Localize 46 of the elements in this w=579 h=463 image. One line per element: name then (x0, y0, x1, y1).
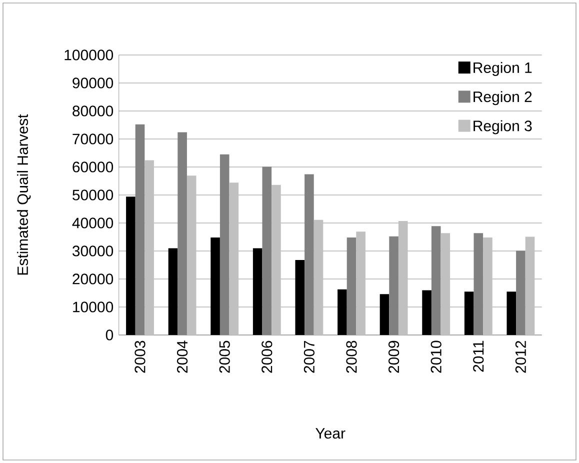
bar (525, 236, 535, 335)
bar (356, 232, 366, 335)
y-tick-label: 10000 (73, 302, 114, 312)
bar (272, 184, 281, 335)
y-tick-label: 80000 (72, 106, 114, 116)
y-tick-label: 0 (106, 330, 114, 340)
x-tick-label: 2008 (346, 340, 357, 373)
bar (398, 221, 408, 335)
bar (440, 233, 450, 335)
x-tick-label: 2011 (473, 340, 484, 372)
bar (210, 238, 220, 335)
x-tick-label: 2004 (176, 340, 188, 373)
x-tick-label: 2007 (304, 340, 315, 373)
bar (186, 176, 196, 335)
bar (144, 160, 154, 335)
bar (295, 260, 305, 335)
y-tick-label: 20000 (72, 274, 114, 284)
x-tick-label: 2003 (134, 340, 146, 373)
y-tick-label: 30000 (72, 246, 114, 256)
legend-label: Region 1 (474, 62, 532, 76)
bar (464, 292, 474, 335)
bar (506, 292, 516, 335)
y-tick-label: 60000 (72, 162, 114, 172)
y-axis-title: Estimated Quail Harvest (17, 114, 31, 275)
x-tick-label: 2009 (388, 340, 400, 373)
bar (229, 182, 239, 335)
legend-label: Region 2 (474, 91, 532, 106)
bar (168, 248, 178, 335)
y-tick-label: 90000 (72, 78, 114, 88)
x-axis-title: Year (316, 428, 346, 439)
y-tick-label: 40000 (72, 218, 114, 228)
y-tick-label: 70000 (72, 134, 114, 144)
y-tick-label: 100000 (64, 50, 114, 60)
bar (380, 294, 390, 335)
x-tick-label: 2010 (430, 340, 442, 373)
x-tick-label: 2012 (515, 340, 526, 373)
bar (338, 289, 347, 335)
bar (422, 290, 432, 335)
bar (126, 196, 136, 335)
bar (483, 238, 492, 335)
x-tick-label: 2005 (219, 340, 230, 373)
x-tick-label: 2006 (262, 340, 272, 373)
bar (252, 248, 262, 335)
bar (314, 220, 324, 335)
legend-label: Region 3 (474, 120, 532, 134)
y-tick-label: 50000 (72, 190, 114, 200)
